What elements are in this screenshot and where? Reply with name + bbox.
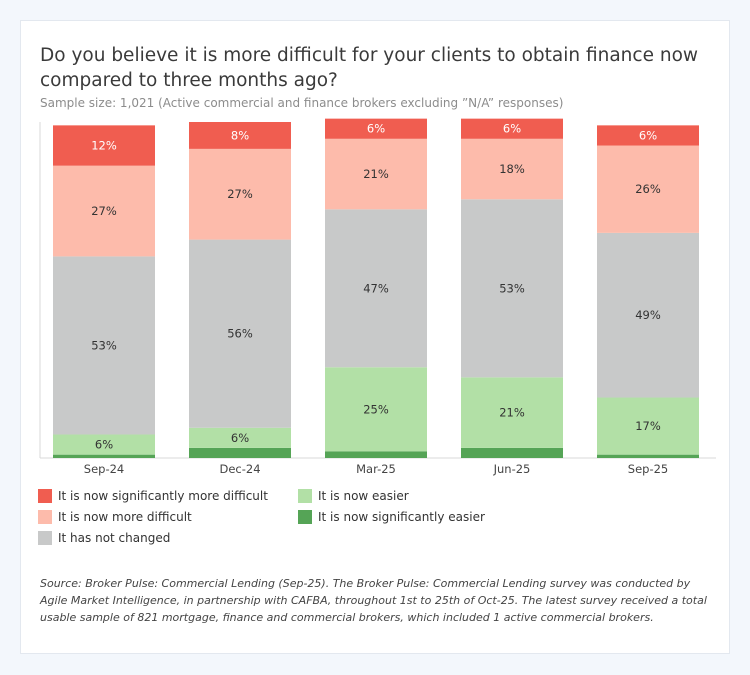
chart-card: Do you believe it is more difficult for … (20, 20, 730, 654)
bar-segment-dec-24-s0 (189, 447, 291, 458)
x-tick-labels: Sep-24 Dec-24 Mar-25 Jun-25 Sep-25 (84, 462, 668, 476)
legend-swatch (38, 489, 52, 503)
bar-segment-mar-25-s1 (325, 367, 427, 452)
bar-segment-jun-25-s0 (461, 447, 563, 458)
chart-legend: It is now significantly more difficult It… (38, 489, 518, 553)
bar-segment-sep-25-s3 (597, 145, 699, 233)
data-label-mar-25-s3: 21% (363, 167, 389, 181)
legend-item[interactable]: It is now easier (298, 489, 409, 503)
legend-label: It is now significantly more difficult (58, 489, 268, 503)
bar-segment-jun-25-s1 (461, 377, 563, 448)
bar-segment-jun-25-s4 (461, 118, 563, 139)
bar-segment-dec-24-s1 (189, 427, 291, 448)
bar-segment-sep-25-s0 (597, 454, 699, 458)
stacked-bar-chart: 6% 53% 27% 12% 6% 56% 27% 8% 25% 47% 21% 6% 21% 53% 18… (39, 118, 716, 476)
bars-group: 6% 53% 27% 12% 6% 56% 27% 8% 25% 47% 21% 6% 21% 53% 18… (53, 118, 699, 458)
data-label-mar-25-s1: 25% (363, 402, 389, 416)
source-footnote: Source: Broker Pulse: Commercial Lending… (40, 577, 707, 624)
bar-segment-dec-24-s2 (189, 239, 291, 428)
chart-title: Do you believe it is more difficult for … (40, 45, 699, 91)
data-label-sep-25-s1: 17% (635, 419, 661, 433)
data-label-jun-25-s3: 18% (499, 162, 525, 176)
legend-label: It has not changed (58, 531, 171, 545)
data-label-sep-25-s2: 49% (635, 308, 661, 322)
data-label-mar-25-s2: 47% (363, 281, 389, 295)
bar-segment-mar-25-s3 (325, 138, 427, 210)
data-label-sep-25-s4: 6% (639, 128, 657, 142)
x-tick-label: Mar-25 (356, 462, 396, 476)
data-label-sep-24-s3: 27% (91, 204, 117, 218)
chart-subtitle: Sample size: 1,021 (Active commercial an… (40, 96, 564, 110)
bar-segment-dec-24-s3 (189, 148, 291, 240)
data-label-sep-25-s3: 26% (635, 182, 661, 196)
data-label-sep-24-s2: 53% (91, 338, 117, 352)
legend-swatch (38, 531, 52, 545)
legend-item[interactable]: It has not changed (38, 531, 170, 545)
bar-segment-sep-25-s2 (597, 232, 699, 398)
legend-swatch (298, 489, 312, 503)
legend-item[interactable]: It is now more difficult (38, 510, 192, 524)
bar-segment-jun-25-s2 (461, 199, 563, 378)
legend-item[interactable]: It is now significantly more difficult (38, 489, 268, 503)
x-tick-label: Sep-25 (628, 462, 668, 476)
data-label-dec-24-s4: 8% (231, 128, 249, 142)
bar-segment-mar-25-s2 (325, 209, 427, 368)
bar-segment-sep-24-s3 (53, 165, 155, 257)
data-label-sep-24-s1: 6% (95, 438, 113, 452)
bar-segment-jun-25-s3 (461, 138, 563, 200)
data-label-dec-24-s2: 56% (227, 327, 253, 341)
legend-label: It is now easier (318, 489, 409, 503)
bar-segment-mar-25-s4 (325, 118, 427, 139)
bar-segment-sep-24-s1 (53, 434, 155, 455)
data-label-dec-24-s3: 27% (227, 187, 253, 201)
legend-item[interactable]: It is now significantly easier (298, 510, 485, 524)
bar-segment-sep-24-s2 (53, 256, 155, 435)
data-label-mar-25-s4: 6% (367, 122, 385, 136)
legend-label: It is now more difficult (58, 510, 192, 524)
x-tick-label: Sep-24 (84, 462, 124, 476)
legend-swatch (38, 510, 52, 524)
legend-label: It is now significantly easier (318, 510, 485, 524)
bar-segment-mar-25-s0 (325, 451, 427, 458)
data-label-sep-24-s4: 12% (91, 139, 117, 153)
x-tick-label: Jun-25 (493, 462, 531, 476)
data-label-dec-24-s1: 6% (231, 431, 249, 445)
bar-segment-sep-24-s4 (53, 125, 155, 166)
bar-segment-sep-24-s0 (53, 454, 155, 458)
data-label-jun-25-s4: 6% (503, 122, 521, 136)
x-tick-label: Dec-24 (219, 462, 260, 476)
bar-segment-dec-24-s4 (189, 122, 291, 149)
bar-segment-sep-25-s1 (597, 397, 699, 455)
data-label-jun-25-s1: 21% (499, 406, 525, 420)
bar-segment-sep-25-s4 (597, 125, 699, 146)
legend-swatch (298, 510, 312, 524)
data-label-jun-25-s2: 53% (499, 281, 525, 295)
